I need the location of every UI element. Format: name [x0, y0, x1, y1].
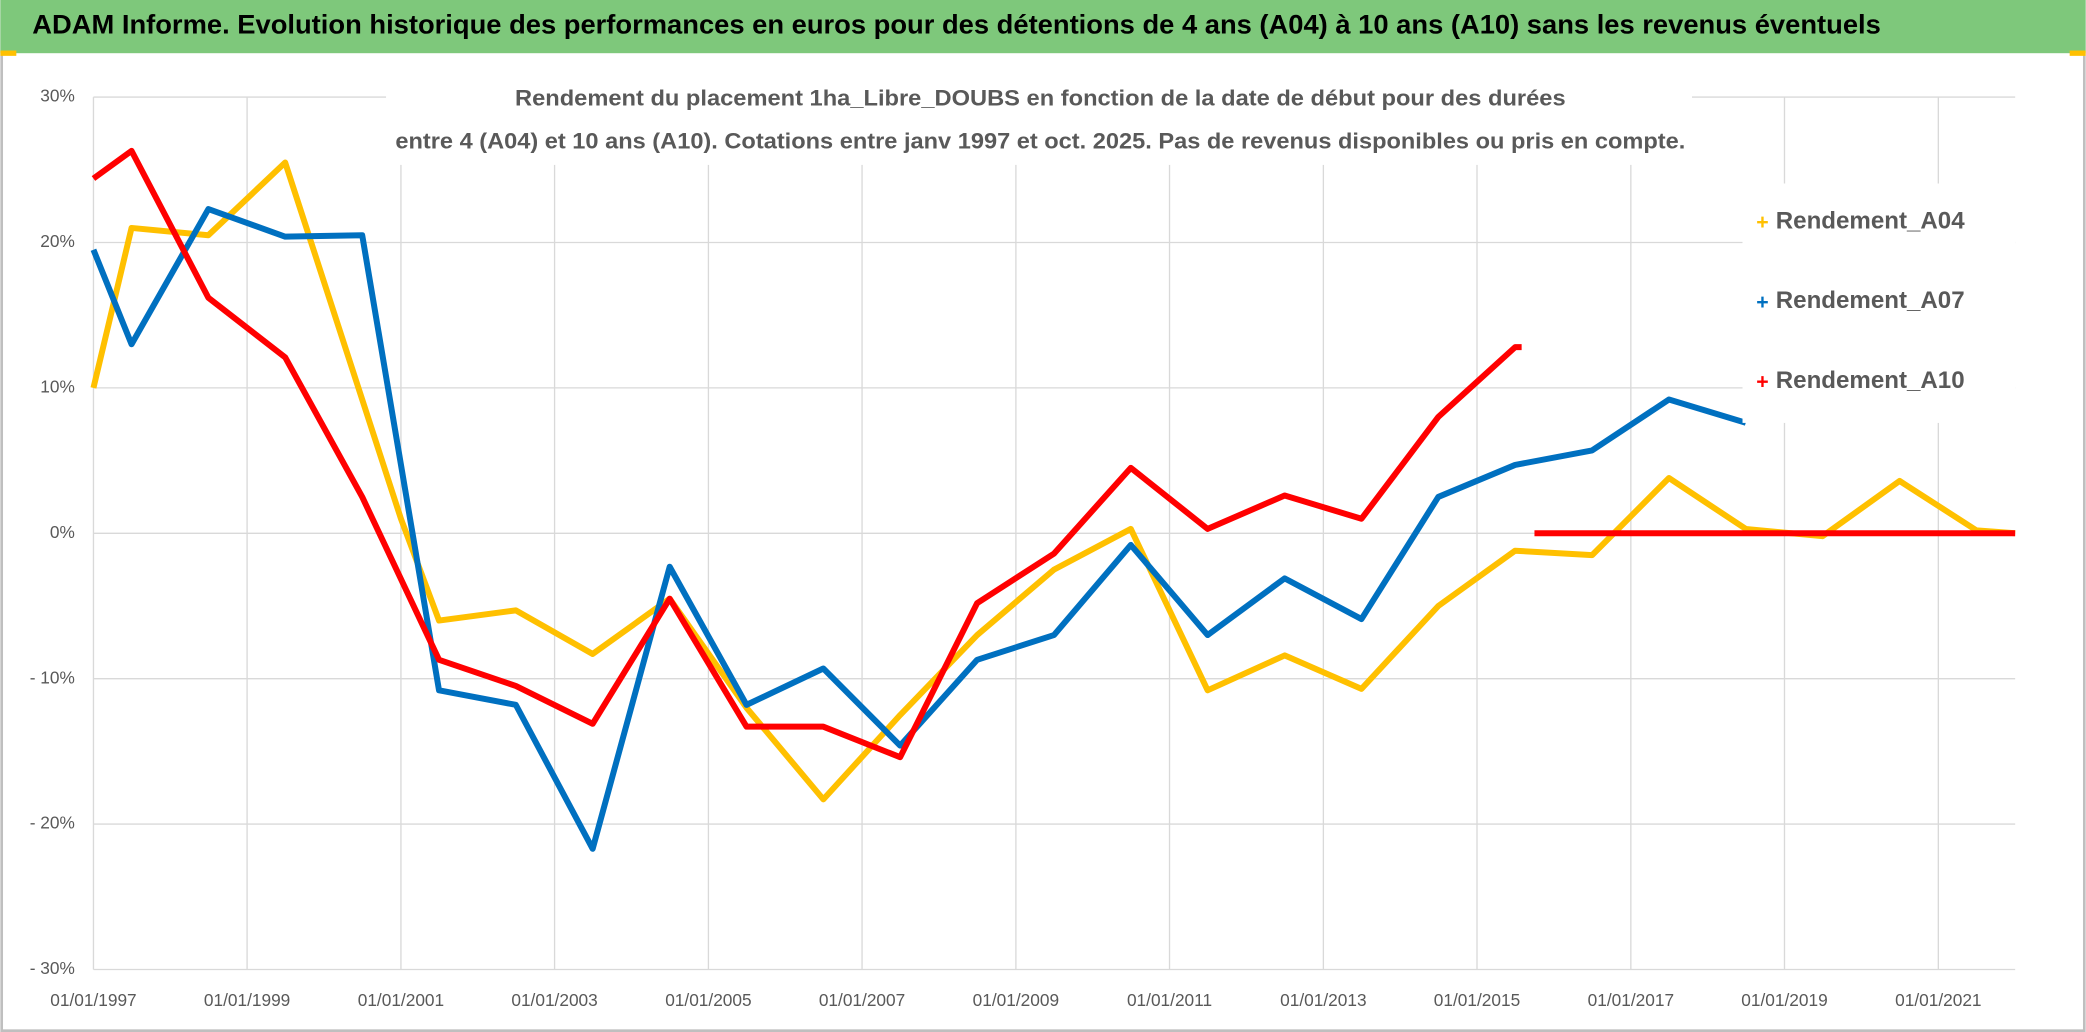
x-tick-label: 01/01/2005	[665, 990, 751, 1010]
legend-label: Rendement_A04	[1776, 207, 1966, 234]
title-background	[386, 79, 1692, 165]
legend: + Rendement_A04 + Rendement_A07 + Rendement_A…	[1742, 183, 2016, 423]
legend-label: Rendement_A10	[1776, 367, 1965, 394]
x-tick-label: 01/01/2009	[973, 990, 1059, 1010]
legend-marker: +	[1756, 210, 1768, 234]
x-tick-label: 01/01/2007	[819, 990, 905, 1010]
y-tick-label: - 20%	[30, 813, 75, 833]
x-tick-label: 01/01/2001	[358, 990, 444, 1010]
x-tick-label: 01/01/2011	[1127, 990, 1212, 1010]
legend-marker: +	[1756, 370, 1768, 394]
legend-background	[1742, 183, 2016, 423]
header-title: ADAM Informe. Evolution historique des p…	[32, 10, 1881, 40]
y-tick-label: 10%	[40, 376, 75, 396]
series-line	[90, 206, 1747, 852]
y-tick-label: - 30%	[30, 958, 75, 978]
x-tick-label: 01/01/2015	[1434, 990, 1520, 1010]
legend-label: Rendement_A07	[1776, 287, 1965, 314]
x-tick-label: 01/01/2019	[1741, 990, 1827, 1010]
x-tick-label: 01/01/1999	[204, 990, 290, 1010]
x-tick-label: 01/01/2021	[1895, 990, 1981, 1010]
x-tick-label: 01/01/2013	[1280, 990, 1366, 1010]
chart-title: entre 4 (A04) et 10 ans (A10). Cotations…	[395, 128, 1685, 153]
x-tick-label: 01/01/1997	[50, 990, 136, 1010]
corner	[0, 50, 17, 56]
header-bar	[0, 0, 2086, 54]
chart-title: Rendement du placement 1ha_Libre_DOUBS e…	[515, 86, 1566, 111]
y-tick-label: 0%	[50, 522, 75, 542]
legend-marker: +	[1756, 290, 1768, 314]
y-tick-label: 20%	[40, 231, 75, 251]
y-tick-label: 30%	[40, 86, 75, 106]
corner	[2069, 50, 2086, 56]
y-tick-label: - 10%	[30, 667, 75, 687]
plot-area: 30% 20% 10% 0% - 10% - 20% - 30% 01/01/1997 01/0…	[30, 86, 2016, 1010]
x-tick-label: 01/01/2017	[1588, 990, 1674, 1010]
series-line	[91, 147, 2016, 761]
x-tick-label: 01/01/2003	[511, 990, 597, 1010]
